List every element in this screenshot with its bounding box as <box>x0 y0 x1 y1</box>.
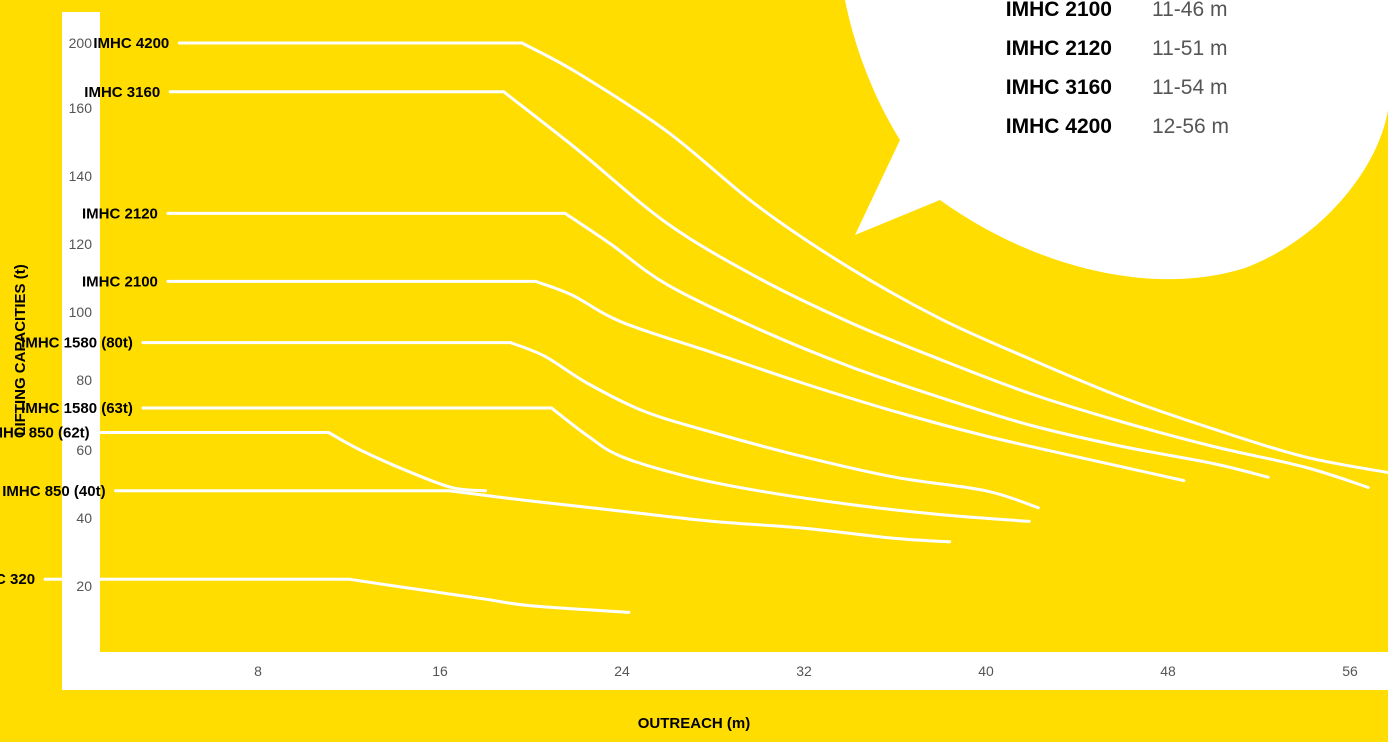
series-label-imhc-850-62t: IMHC 850 (62t) <box>0 425 90 442</box>
y-tick-label: 200 <box>69 35 93 51</box>
x-tick-label: 32 <box>796 663 812 679</box>
series-line-imhc-3160 <box>502 90 1370 489</box>
bubble-model-imhc-3160: IMHC 3160 <box>1006 76 1112 99</box>
series-line-imhc-1580-63t <box>549 406 1031 523</box>
series-line-imhc-2100 <box>534 279 1186 483</box>
y-axis-title: LIFTING CAPACITIES (t) <box>12 264 29 435</box>
bubble-model-imhc-2120: IMHC 2120 <box>1006 37 1112 60</box>
y-tick-label: 100 <box>69 304 93 320</box>
y-tick-label: 40 <box>76 510 92 526</box>
x-tick-label: 16 <box>432 663 448 679</box>
series-label-imhc-1580-63t: IMHC 1580 (63t) <box>21 400 133 417</box>
y-tick-label: 120 <box>69 236 93 252</box>
bubble-rows: IMHC 2100 11-46 m IMHC 2120 11-51 m IMHC 316… <box>1006 0 1229 138</box>
series-labels: IMHC 4200 IMHC 3160 IMHC 2120 IMHC 2100 IMHC… <box>0 35 169 588</box>
y-tick-label: 80 <box>76 372 92 388</box>
series-label-imhc-1580-80t: IMHC 1580 (80t) <box>21 335 133 352</box>
x-tick-labels: 8 16 24 32 40 48 56 <box>254 663 1358 679</box>
bubble-range-imhc-3160: 11-54 m <box>1152 76 1227 99</box>
x-tick-label: 24 <box>614 663 630 679</box>
series-line-imhc-850-40t <box>447 489 952 544</box>
y-tick-label: 60 <box>76 442 92 458</box>
y-tick-labels: 20 40 60 80 100 120 140 160 200 <box>69 35 93 594</box>
x-tick-label: 48 <box>1160 663 1176 679</box>
y-tick-label: 140 <box>69 168 93 184</box>
series-lines <box>43 41 1388 614</box>
series-label-imhc-320: IMHC 320 <box>0 571 35 588</box>
y-tick-label: 20 <box>76 578 92 594</box>
y-tick-label: 160 <box>69 100 93 116</box>
x-tick-label: 8 <box>254 663 262 679</box>
bubble-model-imhc-2100: IMHC 2100 <box>1006 0 1112 21</box>
speech-bubble-shape <box>845 0 1388 280</box>
series-label-imhc-2120: IMHC 2120 <box>82 205 158 222</box>
x-tick-label: 40 <box>978 663 994 679</box>
series-label-imhc-4200: IMHC 4200 <box>93 35 169 52</box>
y-axis-panel <box>62 12 100 690</box>
x-axis-title: OUTREACH (m) <box>638 715 751 732</box>
bubble-range-imhc-2100: 11-46 m <box>1152 0 1227 21</box>
series-line-imhc-850-62t <box>327 431 487 493</box>
series-label-imhc-3160: IMHC 3160 <box>84 84 160 101</box>
series-line-imhc-4200 <box>520 41 1388 475</box>
x-axis-panel <box>62 652 1388 690</box>
series-label-imhc-850-40t: IMHC 850 (40t) <box>2 483 105 500</box>
x-tick-label: 56 <box>1342 663 1358 679</box>
series-line-imhc-2120 <box>563 211 1270 479</box>
bubble-model-imhc-4200: IMHC 4200 <box>1006 115 1112 138</box>
bubble-range-imhc-2120: 11-51 m <box>1152 37 1227 60</box>
bubble-range-imhc-4200: 12-56 m <box>1152 115 1229 138</box>
speech-bubble: IMHC 2100 11-46 m IMHC 2120 11-51 m IMHC 316… <box>845 0 1388 280</box>
series-line-imhc-1580-80t <box>509 341 1040 510</box>
series-line-imhc-320 <box>347 577 631 614</box>
series-label-imhc-2100: IMHC 2100 <box>82 273 158 290</box>
